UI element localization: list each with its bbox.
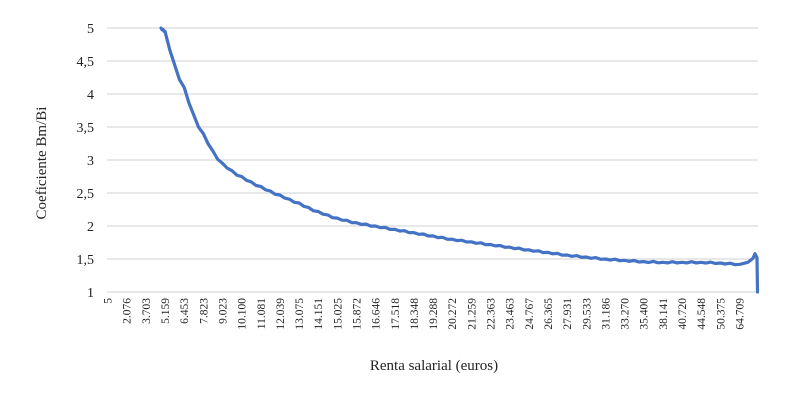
y-tick-label: 3 bbox=[87, 154, 94, 169]
x-tick-label: 18.348 bbox=[409, 298, 421, 330]
y-axis-ticks: 1 1,5 2 2,5 3 3,5 4 4,5 5 bbox=[77, 22, 95, 301]
x-tick-label: 33.270 bbox=[620, 298, 632, 330]
x-tick-label: 27.931 bbox=[562, 298, 574, 330]
x-tick-label: 19.288 bbox=[428, 298, 440, 330]
x-tick-label: 3.703 bbox=[141, 298, 153, 324]
x-tick-label: 13.075 bbox=[294, 298, 306, 330]
x-tick-label: 15.025 bbox=[332, 298, 344, 330]
x-tick-label: 5.159 bbox=[160, 298, 172, 324]
x-tick-label: 14.151 bbox=[313, 298, 325, 330]
x-tick-label: 11.081 bbox=[256, 298, 268, 329]
x-tick-label: 20.272 bbox=[447, 298, 459, 330]
series-line bbox=[159, 26, 760, 294]
y-tick-label: 1,5 bbox=[77, 253, 95, 268]
x-tick-label: 12.039 bbox=[275, 298, 287, 330]
y-tick-label: 2 bbox=[87, 220, 94, 235]
y-tick-label: 1 bbox=[87, 286, 94, 301]
x-tick-label: 38.141 bbox=[658, 298, 670, 330]
x-tick-label: 44.548 bbox=[696, 298, 708, 330]
x-tick-label: 50.375 bbox=[715, 298, 727, 330]
x-axis-title: Renta salarial (euros) bbox=[370, 358, 498, 374]
x-tick-label: 2.076 bbox=[122, 298, 134, 324]
y-axis-title: Coeficiente Bm/Bi bbox=[34, 107, 50, 220]
x-tick-label: 22.363 bbox=[486, 298, 498, 330]
x-tick-label: 64.709 bbox=[734, 298, 746, 330]
x-tick-label: 9.023 bbox=[217, 298, 229, 324]
x-tick-label: 17.518 bbox=[390, 298, 402, 330]
x-tick-label: 5 bbox=[103, 298, 115, 304]
x-tick-label: 24.767 bbox=[524, 298, 536, 330]
x-tick-label: 10.100 bbox=[237, 298, 249, 330]
y-tick-label: 3,5 bbox=[77, 121, 95, 136]
x-tick-label: 31.186 bbox=[600, 298, 612, 330]
y-tick-label: 4 bbox=[87, 88, 94, 103]
x-tick-label: 40.720 bbox=[677, 298, 689, 330]
y-tick-label: 2,5 bbox=[77, 187, 95, 202]
x-tick-label: 35.400 bbox=[639, 298, 651, 330]
y-tick-label: 4,5 bbox=[77, 55, 95, 70]
x-axis-ticks: 5 2.076 3.703 5.159 6.453 7.823 9.023 10.100 11.… bbox=[103, 298, 747, 330]
x-tick-label: 15.872 bbox=[351, 298, 363, 330]
x-tick-label: 29.533 bbox=[581, 298, 593, 330]
x-tick-label: 16.646 bbox=[371, 298, 383, 330]
x-tick-label: 23.463 bbox=[505, 298, 517, 330]
x-tick-label: 6.453 bbox=[179, 298, 191, 324]
x-tick-label: 7.823 bbox=[198, 298, 210, 324]
x-tick-label: 26.365 bbox=[543, 298, 555, 330]
gridlines bbox=[107, 27, 758, 293]
x-tick-label: 21.259 bbox=[466, 298, 478, 330]
y-tick-label: 5 bbox=[87, 22, 94, 37]
